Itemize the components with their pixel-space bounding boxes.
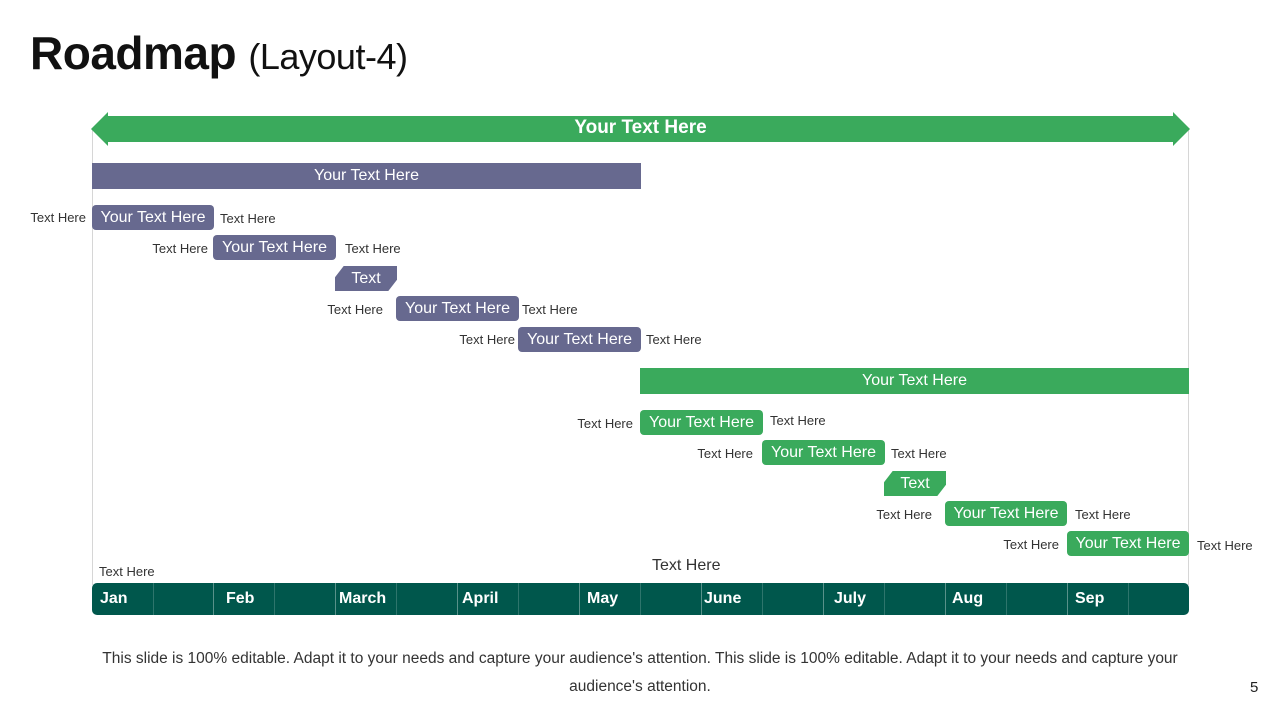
month-march: March — [339, 590, 387, 607]
task-right-label: Text Here — [1075, 507, 1131, 522]
task-left-label: Text Here — [30, 210, 86, 225]
task-right-label: Text Here — [220, 211, 276, 226]
page-number: 5 — [1250, 679, 1259, 696]
timeline-frame — [92, 130, 1189, 585]
month-feb: Feb — [226, 590, 255, 607]
title-main: Roadmap — [30, 27, 237, 79]
title-sub: (Layout-4) — [248, 36, 408, 77]
task-pill-green: Your Text Here — [945, 501, 1067, 526]
month-jan: Jan — [100, 590, 128, 607]
task-pill-green: Your Text Here — [640, 410, 763, 435]
task-left-label: Text Here — [697, 446, 753, 461]
task-left-label: Text Here — [459, 332, 515, 347]
double-arrow-bar — [91, 112, 1190, 146]
task-left-label: Text Here — [876, 507, 932, 522]
footer-text: This slide is 100% editable. Adapt it to… — [102, 650, 1178, 695]
task-left-label: Text Here — [152, 241, 208, 256]
task-pill-purple: Your Text Here — [213, 235, 336, 260]
task-pill-purple: Your Text Here — [92, 205, 214, 230]
phase-bar-purple: Your Text Here — [92, 163, 641, 189]
task-right-label: Text Here — [1197, 538, 1253, 553]
task-right-label: Text Here — [891, 446, 947, 461]
bottom-left-note: Text Here — [99, 564, 155, 579]
task-right-label: Text Here — [345, 241, 401, 256]
task-pill-green: Your Text Here — [1067, 531, 1189, 556]
task-tag-purple: Text — [335, 266, 397, 291]
task-left-label: Text Here — [1003, 537, 1059, 552]
task-pill-purple: Your Text Here — [396, 296, 519, 321]
task-left-label: Text Here — [577, 416, 633, 431]
header-bar-label: Your Text Here — [574, 117, 707, 138]
task-right-label: Text Here — [646, 332, 702, 347]
slide-title: Roadmap (Layout-4) — [30, 26, 408, 80]
month-july: July — [834, 590, 867, 607]
months-bar: Jan Feb March April May June July Aug Se… — [92, 583, 1189, 615]
task-left-label: Text Here — [327, 302, 383, 317]
month-may: May — [587, 590, 619, 607]
month-april: April — [462, 590, 499, 607]
task-pill-green: Your Text Here — [762, 440, 885, 465]
task-right-label: Text Here — [770, 413, 826, 428]
bottom-center-note: Text Here — [652, 557, 721, 574]
task-tag-green: Text — [884, 471, 946, 496]
month-june: June — [704, 590, 742, 607]
month-sep: Sep — [1075, 590, 1105, 607]
task-right-label: Text Here — [522, 302, 578, 317]
phase-bar-green: Your Text Here — [640, 368, 1189, 394]
task-pill-purple: Your Text Here — [518, 327, 641, 352]
month-aug: Aug — [952, 590, 984, 607]
